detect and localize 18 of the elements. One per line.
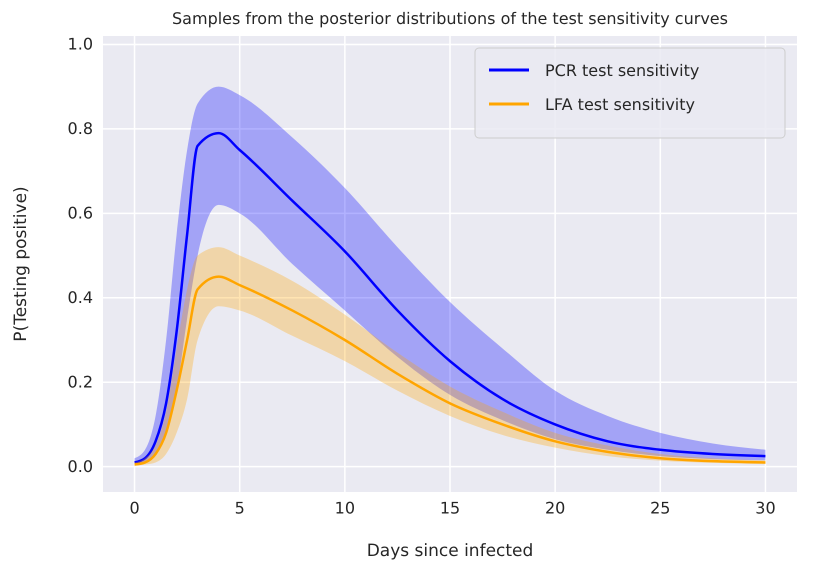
x-tick-label: 0	[129, 498, 140, 518]
y-tick-label: 0.0	[68, 456, 93, 476]
y-tick-label: 0.2	[68, 372, 93, 392]
x-tick-label: 15	[440, 498, 460, 518]
x-tick-label: 20	[544, 498, 566, 518]
legend-label: LFA test sensitivity	[545, 95, 695, 114]
y-axis-title: P(Testing positive)	[11, 186, 31, 342]
x-tick-label: 10	[334, 498, 356, 518]
x-tick-label: 30	[755, 498, 776, 518]
x-tick-label: 5	[234, 498, 245, 518]
chart-title: Samples from the posterior distributions of the test sensitivity curves	[172, 9, 728, 28]
x-axis-title: Days since infected	[366, 541, 534, 561]
legend-label: PCR test sensitivity	[545, 61, 700, 80]
y-tick-label: 0.8	[68, 119, 93, 138]
y-tick-label: 0.6	[68, 203, 93, 222]
x-tick-label: 25	[650, 498, 670, 518]
y-tick-label: 0.4	[68, 288, 93, 307]
y-tick-label: 1.0	[68, 34, 93, 54]
